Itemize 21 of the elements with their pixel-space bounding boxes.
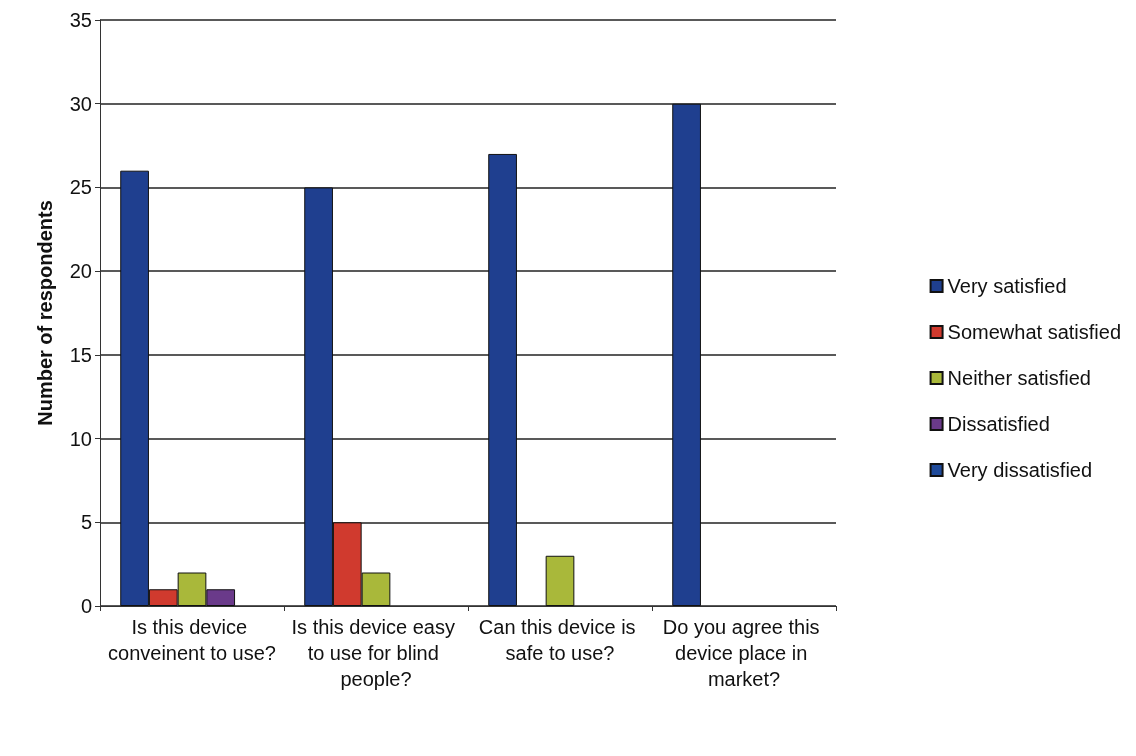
y-tick-label: 35: [69, 9, 92, 31]
legend-label: Neither satisfied: [947, 367, 1091, 389]
y-tick-label: 30: [69, 92, 92, 115]
legend-label: Dissatisfied: [947, 413, 1050, 435]
legend-label: Somewhat satisfied: [947, 321, 1121, 343]
x-tick-label: Is this device easy to use for blind people?: [291, 616, 461, 690]
y-tick-label: 10: [69, 427, 92, 450]
bar: [545, 555, 575, 606]
y-tick-label: 0: [80, 595, 92, 617]
y-tick-label: 15: [69, 343, 92, 366]
legend-label: Very dissatisfied: [947, 459, 1093, 481]
y-tick-label: 25: [69, 176, 92, 199]
y-tick-label: 5: [80, 511, 92, 534]
bar: [672, 103, 701, 606]
x-tick-label: Is this device conveinent to use?: [108, 616, 276, 664]
x-tick-label: Do you agree this device place in market?: [662, 616, 826, 690]
bar: [488, 153, 517, 606]
legend-label: Very satisfied: [947, 275, 1067, 297]
y-tick-label: 20: [69, 260, 92, 283]
y-axis-title: Number of respondents: [34, 200, 56, 426]
x-tick-label: Can this device is safe to use?: [478, 616, 642, 664]
